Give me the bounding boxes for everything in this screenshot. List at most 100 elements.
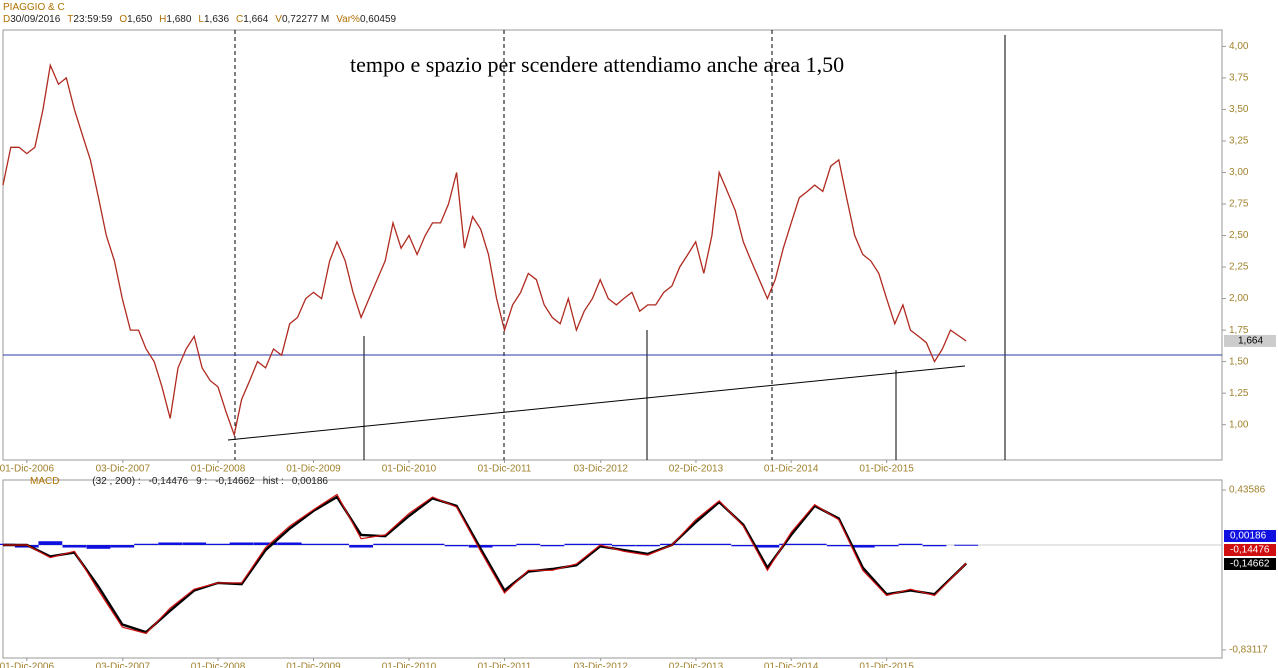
- legend-name: hist :: [262, 476, 284, 487]
- y-tick-label: 3,75: [1229, 73, 1249, 84]
- hist-bar: [349, 545, 374, 548]
- y-tick-label: 1,50: [1229, 356, 1249, 367]
- info-value: 23:59:59: [73, 14, 113, 25]
- header: PIAGGIO & C D30/09/2016 T23:59:59 O1,650 H1…: [3, 2, 403, 26]
- hist-bar: [444, 545, 469, 547]
- legend-value: -0,14476: [148, 476, 189, 487]
- x-tick-label: 01-Dic-2014: [764, 662, 819, 668]
- hist-bar: [206, 543, 230, 546]
- hist-bar: [134, 543, 158, 546]
- x-tick-label: 01-Dic-2014: [764, 464, 819, 475]
- info-value: 1,650: [127, 14, 153, 25]
- x-tick-label: 01-Dic-2015: [859, 464, 914, 475]
- info-value: 0,72277 M: [281, 14, 330, 25]
- x-tick-label: 01-Dic-2008: [191, 662, 246, 668]
- value-box-label: 0,00186: [1230, 531, 1267, 542]
- x-tick-label: 02-Dic-2013: [669, 464, 724, 475]
- info-label: T: [67, 14, 74, 25]
- legend-value: -0,14662: [215, 476, 255, 487]
- hist-bar: [182, 542, 207, 546]
- value-box: [1224, 544, 1276, 556]
- hist-bar: [922, 545, 947, 547]
- x-tick-label: 01-Dic-2010: [382, 464, 437, 475]
- x-tick-label: 01-Dic-2009: [286, 464, 341, 475]
- hist-bar: [898, 543, 923, 546]
- info-value: 1,664: [243, 14, 269, 25]
- y-tick-label: 4,00: [1229, 41, 1249, 52]
- info-label: L: [198, 14, 204, 25]
- hist-bar: [420, 543, 445, 546]
- hist-bar: [826, 545, 851, 547]
- hist-bar: [253, 542, 278, 546]
- y-tick-label: 1,25: [1229, 388, 1249, 399]
- hist-bar: [954, 544, 979, 546]
- info-label: V: [275, 14, 282, 25]
- hist-bar: [635, 545, 660, 547]
- hist-bar: [564, 543, 589, 546]
- macd-line: [3, 495, 968, 634]
- x-tick-label: 01-Dic-2006: [0, 662, 54, 668]
- x-tick-label: 02-Dic-2013: [669, 662, 724, 668]
- info-label: D: [3, 14, 11, 25]
- hist-bar: [301, 543, 326, 546]
- hist-bar: [683, 543, 708, 546]
- y-tick-label: 3,00: [1229, 167, 1249, 178]
- legend-value: 0,00186: [291, 476, 328, 487]
- symbol: PIAGGIO & C: [3, 2, 65, 13]
- hist-bar: [62, 545, 87, 548]
- y-tick-label: 3,25: [1229, 136, 1249, 147]
- x-tick-label: 03-Dic-2012: [573, 662, 628, 668]
- x-tick-label: 01-Dic-2011: [478, 662, 532, 668]
- info-row: D30/09/2016 T23:59:59 O1,650 H1,680 L1,636 C1…: [3, 14, 403, 26]
- hist-bar: [779, 543, 804, 546]
- hist-bar: [38, 541, 63, 546]
- hist-bar: [731, 545, 756, 547]
- x-tick-label: 01-Dic-2006: [0, 464, 54, 475]
- value-box: [1224, 558, 1276, 570]
- hist-bar: [707, 543, 732, 546]
- x-tick-label: 01-Dic-2008: [191, 464, 246, 475]
- price-box: [1224, 334, 1276, 347]
- hist-bar: [325, 543, 349, 546]
- x-tick-label: 01-Dic-2009: [286, 662, 341, 668]
- info-label: C: [236, 14, 244, 25]
- hist-bar: [850, 545, 875, 548]
- y-tick-label: 0,43586: [1229, 485, 1266, 496]
- info-value: 0,60459: [359, 14, 397, 25]
- price-line: [2, 63, 967, 438]
- value-box-label: -0,14662: [1230, 559, 1270, 570]
- x-tick-label: 01-Dic-2011: [478, 464, 532, 475]
- hist-bar: [373, 543, 398, 546]
- value-box-label: -0,14476: [1230, 545, 1270, 556]
- hist-bar: [158, 542, 183, 546]
- hist-bar: [874, 545, 899, 547]
- annotation-lines: [227, 30, 1006, 460]
- info-value: 1,636: [203, 14, 230, 25]
- hist-bar: [468, 545, 493, 548]
- info-label: H: [159, 14, 167, 25]
- macd-line: [3, 493, 967, 635]
- y-tick-label: -0,83117: [1229, 645, 1268, 656]
- info-label: Var%: [336, 14, 360, 25]
- macd-title: MACD: [30, 476, 60, 487]
- hist-bar: [86, 545, 111, 549]
- y-tick-label: 1,00: [1229, 419, 1249, 430]
- hist-bar: [397, 543, 421, 546]
- x-tick-label: 03-Dic-2012: [573, 464, 628, 475]
- macd-header: MACD (32 , 200) : -0,14476 9 : -0,14662 hist…: [30, 476, 336, 487]
- hist-bar: [277, 542, 302, 546]
- y-tick-label: 1,75: [1229, 325, 1249, 336]
- x-tick-label: 03-Dic-2007: [96, 662, 151, 668]
- y-tick-label: 2,75: [1229, 199, 1249, 210]
- hist-bar: [229, 542, 254, 546]
- value-box: [1224, 530, 1276, 542]
- x-tick-label: 03-Dic-2007: [96, 464, 151, 475]
- hist-bar: [492, 545, 517, 547]
- trendline: [227, 365, 966, 441]
- y-tick-label: 2,50: [1229, 230, 1249, 241]
- hist-bar: [611, 545, 636, 547]
- hist-bar: [755, 545, 780, 548]
- legend-name: (32 , 200) :: [92, 476, 141, 487]
